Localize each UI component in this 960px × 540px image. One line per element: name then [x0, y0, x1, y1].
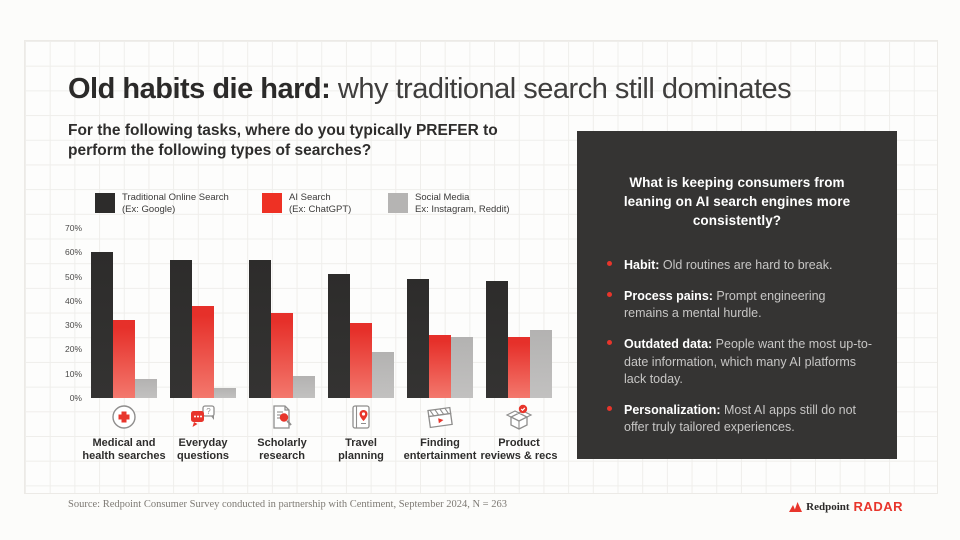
panel-heading: What is keeping consumers from leaning o… [623, 175, 851, 228]
legend-label: Social Media Ex: Instagram, Reddit) [415, 192, 510, 216]
logo-radar: RADAR [853, 499, 903, 514]
survey-question: For the following tasks, where do you ty… [68, 122, 498, 160]
y-axis-tick: 60% [64, 247, 82, 258]
bar-traditional-product [486, 281, 508, 398]
y-axis-tick: 50% [64, 271, 82, 282]
chat-question-icon: ? [160, 402, 246, 432]
category-label: Everyday questions [177, 437, 229, 463]
page-title: Old habits die hard: why traditional sea… [68, 73, 908, 106]
bar-ai-travel [350, 322, 372, 398]
bullet-process-pains: Process pains: Prompt engineering remain… [607, 288, 873, 323]
document-search-icon [239, 402, 325, 432]
bar-social-medical-and [135, 378, 157, 398]
bullet-personalization: Personalization: Most AI apps still do n… [607, 402, 873, 437]
bar-social-finding [451, 337, 473, 398]
title-rest: why traditional search still dominates [330, 73, 792, 106]
bar-traditional-travel [328, 274, 350, 398]
bar-chart-plot [85, 228, 561, 398]
source-note: Source: Redpoint Consumer Survey conduct… [68, 499, 507, 510]
bullet-habit: Habit: Old routines are hard to break. [607, 257, 873, 274]
product-box-icon [476, 402, 562, 432]
y-axis-tick: 10% [64, 368, 82, 379]
bar-ai-product [508, 337, 530, 398]
svg-text:?: ? [206, 407, 211, 416]
bar-traditional-medical-and [91, 252, 113, 398]
y-axis-tick: 70% [64, 223, 82, 233]
bar-traditional-scholarly [249, 259, 271, 398]
y-axis-tick: 30% [64, 320, 82, 331]
category-medical-and: Medical and health searches [81, 402, 167, 463]
bar-social-travel [372, 351, 394, 398]
bar-traditional-everyday [170, 259, 192, 398]
y-axis-tick: 40% [64, 295, 82, 306]
bar-ai-finding [429, 334, 451, 398]
category-label: Travel planning [338, 437, 384, 463]
panel-bullet-list: Habit: Old routines are hard to break. P… [607, 257, 873, 437]
category-finding: Finding entertainment [397, 402, 483, 463]
chart-legend: Traditional Online Search (Ex: Google) A… [95, 192, 560, 217]
medical-cross-icon [81, 402, 167, 432]
category-label: Product reviews & recs [480, 437, 558, 463]
category-label: Medical and health searches [82, 437, 166, 463]
bar-ai-scholarly [271, 313, 293, 398]
bullet-dot-icon [607, 260, 612, 266]
legend-swatch-social-media [388, 193, 408, 213]
bar-social-everyday [214, 388, 236, 398]
legend-label: AI Search (Ex: ChatGPT) [289, 192, 352, 216]
bar-social-scholarly [293, 376, 315, 398]
logo-name: Redpoint [806, 500, 850, 513]
bar-traditional-finding [407, 279, 429, 398]
mountain-logo-icon [789, 501, 803, 512]
legend-item-ai-search: AI Search (Ex: ChatGPT) [262, 192, 388, 217]
y-axis-tick: 0% [69, 393, 82, 403]
bullet-dot-icon [607, 406, 612, 412]
redpoint-radar-logo: Redpoint RADAR [789, 499, 903, 514]
category-scholarly: Scholarly research [239, 402, 325, 463]
legend-item-traditional: Traditional Online Search (Ex: Google) [95, 192, 262, 217]
bar-ai-medical-and [113, 320, 135, 398]
bar-social-product [530, 330, 552, 398]
travel-guide-icon [318, 402, 404, 432]
title-emphasis: Old habits die hard: [68, 73, 331, 106]
bullet-dot-icon [607, 291, 612, 297]
insight-panel: What is keeping consumers from leaning o… [577, 131, 897, 459]
bar-ai-everyday [192, 305, 214, 398]
category-everyday: ? Everyday questions [160, 402, 246, 463]
y-axis-tick: 20% [64, 344, 82, 355]
category-travel: Travel planning [318, 402, 404, 463]
category-label: Finding entertainment [403, 437, 477, 463]
bullet-outdated-data: Outdated data: People want the most up-t… [607, 336, 873, 388]
legend-label: Traditional Online Search (Ex: Google) [122, 192, 229, 216]
clapperboard-icon [397, 402, 483, 432]
category-product: Product reviews & recs [476, 402, 562, 463]
bullet-dot-icon [607, 340, 612, 346]
legend-swatch-traditional [95, 193, 115, 213]
category-label: Scholarly research [257, 437, 307, 463]
legend-item-social-media: Social Media Ex: Instagram, Reddit) [388, 192, 548, 217]
legend-swatch-ai-search [262, 193, 282, 213]
